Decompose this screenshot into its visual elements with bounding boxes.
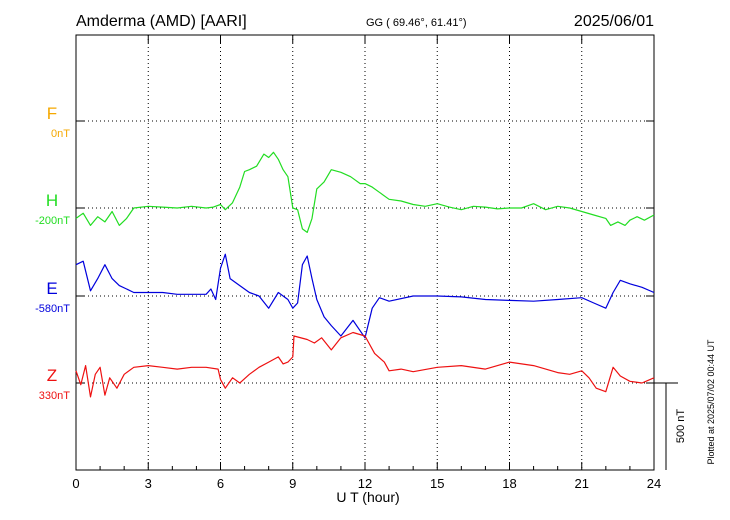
scale-bar: 500 nT [654,382,687,470]
series-line-e [75,253,655,339]
plotted-note: Plotted at 2025/07/02 00:44 UT [706,339,716,465]
series-baseline-label-f: 0nT [51,128,70,140]
series-line-z [75,331,655,398]
scale-bar-label: 500 nT [675,409,687,444]
x-tick-label: 0 [72,476,79,491]
series-baseline-label-e: -580nT [35,303,70,315]
x-tick-label: 3 [145,476,152,491]
series-name-h: H [46,191,58,210]
series-line-h [75,151,655,233]
series-traces [75,151,655,398]
series-baseline-label-h: -200nT [35,215,70,227]
date-label: 2025/06/01 [574,13,654,30]
x-tick-label: 18 [502,476,516,491]
x-tick-label: 24 [647,476,661,491]
series-name-e: E [46,279,57,298]
x-tick-label: 21 [575,476,589,491]
series-name-f: F [47,104,57,123]
x-tick-label: 12 [358,476,372,491]
series-labels: F 0nT H -200nT E -580nT Z 330nT [35,104,70,402]
station-title: Amderma (AMD) [AARI] [76,13,247,30]
grid-lines [76,35,654,470]
x-ticks: 0 3 6 9 12 15 18 21 24 [72,35,661,491]
x-axis-label: U T (hour) [336,489,399,505]
plot-frame [75,34,655,471]
coords-label: GG ( 69.46°, 61.41°) [366,17,467,29]
x-tick-label: 9 [289,476,296,491]
x-tick-label: 15 [430,476,444,491]
x-tick-label: 6 [217,476,224,491]
series-baseline-label-z: 330nT [39,390,70,402]
series-name-z: Z [47,366,57,385]
